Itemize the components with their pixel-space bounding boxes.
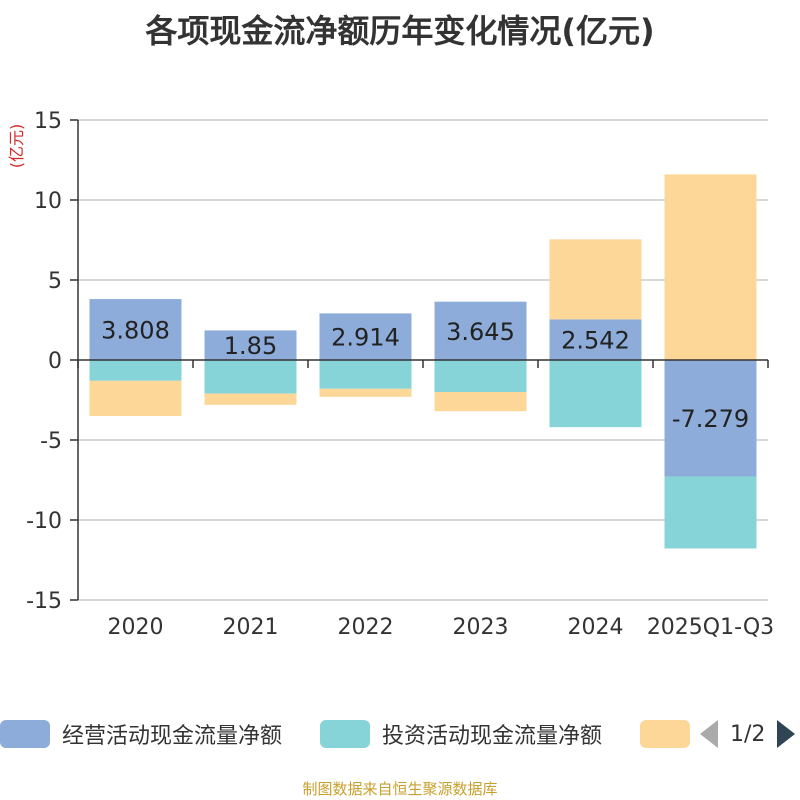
legend-swatch-financing [640,720,690,748]
bar-investing-2024 [549,360,642,428]
data-source-note: 制图数据来自恒生聚源数据库 [302,780,498,798]
bar-marks [89,174,757,549]
y-tick-label: 15 [34,109,62,134]
prev-page-icon[interactable] [700,720,718,748]
x-tick-label: 2024 [568,615,624,640]
y-tick-label: 0 [48,349,62,374]
y-tick-label: -5 [40,429,62,454]
bar-investing-2020 [89,360,182,381]
bar-financing-2024 [549,239,642,320]
bar-financing-2022 [319,388,412,397]
x-tick-label: 2023 [453,615,509,640]
data-label-2022: 2.914 [331,324,400,352]
legend-label-investing: 投资活动现金流量净额 [382,724,603,749]
legend-item-financing[interactable] [640,716,702,752]
legend-pager: 1/2 [700,716,796,752]
y-tick-label: -10 [26,509,62,534]
bar-operating-2025Q1-Q3 [664,360,757,477]
bar-financing-2021 [204,393,297,405]
bar-operating-2023 [434,301,527,360]
x-tick-label: 2022 [338,615,394,640]
legend-page-indicator: 1/2 [730,721,766,747]
bar-financing-2025Q1-Q3 [664,174,757,360]
bar-investing-2023 [434,360,527,392]
y-tick-label: 10 [34,189,62,214]
bar-operating-2022 [319,313,412,360]
grid-lines [78,119,768,601]
bar-investing-2025Q1-Q3 [664,476,757,549]
legend-swatch-investing [320,720,370,748]
y-tick-label: -15 [26,589,62,614]
data-labels: 3.808 1.85 2.914 3.645 2.542 -7.279 [101,317,749,434]
data-label-2021: 1.85 [224,332,277,360]
legend-label-operating: 经营活动现金流量净额 [62,724,283,749]
data-label-2025Q1-Q3: -7.279 [672,405,749,433]
bar-investing-2022 [319,360,412,389]
data-label-2023: 3.645 [446,318,515,346]
bar-operating-2020 [89,299,182,360]
bar-financing-2023 [434,392,527,412]
bar-operating-2021 [204,330,297,360]
cash-flow-chart: -15 -10 -5 0 5 10 15 (亿元) 2020 2021 2022 2023 2024 20… [7,109,774,640]
bar-investing-2021 [204,360,297,394]
chart-title: 各项现金流净额历年变化情况(亿元) [145,12,655,50]
legend-item-operating[interactable]: 经营活动现金流量净额 [0,716,282,752]
data-label-2020: 3.808 [101,317,170,345]
x-tick-label: 2025Q1-Q3 [647,615,774,640]
legend-swatch-operating [0,720,50,748]
legend-item-investing[interactable]: 投资活动现金流量净额 [320,716,602,752]
x-tick-label: 2020 [108,615,164,640]
next-page-icon[interactable] [777,720,796,748]
y-axis-title: (亿元) [7,124,26,169]
bar-operating-2024 [549,319,642,360]
data-label-2024: 2.542 [561,327,630,355]
axes: -15 -10 -5 0 5 10 15 (亿元) 2020 2021 2022 2023 2024 20… [7,109,774,640]
x-tick-label: 2021 [223,615,279,640]
y-tick-label: 5 [48,269,62,294]
bar-financing-2020 [89,380,182,416]
